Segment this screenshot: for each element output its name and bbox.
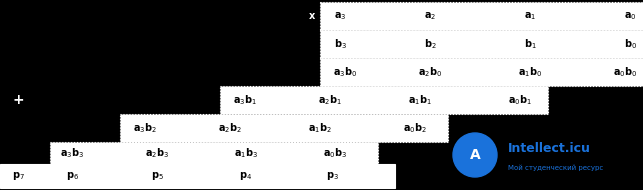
Text: b$_3$: b$_3$: [334, 37, 347, 51]
Text: a$_3$b$_1$: a$_3$b$_1$: [233, 93, 257, 107]
Text: +: +: [12, 93, 24, 107]
Text: a$_3$: a$_3$: [334, 10, 346, 22]
Text: Intellect.icu: Intellect.icu: [508, 142, 591, 154]
Bar: [320, 2, 643, 30]
Text: p$_4$: p$_4$: [239, 170, 253, 182]
Text: a$_2$b$_2$: a$_2$b$_2$: [218, 121, 242, 135]
Text: p$_7$: p$_7$: [12, 170, 24, 182]
Text: b$_0$: b$_0$: [624, 37, 637, 51]
Text: p$_6$: p$_6$: [66, 170, 78, 182]
Text: a$_2$b$_1$: a$_2$b$_1$: [318, 93, 342, 107]
Text: a$_0$b$_0$: a$_0$b$_0$: [613, 65, 637, 79]
Text: a$_2$b$_0$: a$_2$b$_0$: [418, 65, 442, 79]
Bar: [0, 164, 395, 188]
Text: a$_0$b$_3$: a$_0$b$_3$: [323, 146, 347, 160]
Circle shape: [453, 133, 497, 177]
Text: a$_3$b$_0$: a$_3$b$_0$: [333, 65, 357, 79]
Bar: [50, 142, 378, 164]
Bar: [220, 86, 548, 114]
Text: a$_3$b$_3$: a$_3$b$_3$: [60, 146, 84, 160]
Text: p$_5$: p$_5$: [150, 170, 163, 182]
Text: a$_1$b$_1$: a$_1$b$_1$: [408, 93, 432, 107]
Text: a$_3$b$_2$: a$_3$b$_2$: [133, 121, 157, 135]
Text: a$_1$: a$_1$: [524, 10, 536, 22]
Bar: [320, 30, 643, 58]
Text: a$_1$b$_3$: a$_1$b$_3$: [234, 146, 258, 160]
Text: Мой студенческий ресурс: Мой студенческий ресурс: [508, 165, 603, 171]
Text: A: A: [469, 148, 480, 162]
Text: a$_1$b$_2$: a$_1$b$_2$: [308, 121, 332, 135]
Text: a$_1$b$_0$: a$_1$b$_0$: [518, 65, 542, 79]
Text: a$_0$b$_1$: a$_0$b$_1$: [508, 93, 532, 107]
Text: b$_2$: b$_2$: [424, 37, 437, 51]
Text: a$_2$: a$_2$: [424, 10, 436, 22]
Bar: [320, 58, 643, 86]
Text: a$_0$: a$_0$: [624, 10, 637, 22]
Text: a$_0$b$_2$: a$_0$b$_2$: [403, 121, 427, 135]
Text: p$_3$: p$_3$: [325, 170, 338, 182]
Text: b$_1$: b$_1$: [523, 37, 536, 51]
Text: a$_2$b$_3$: a$_2$b$_3$: [145, 146, 169, 160]
Bar: [120, 114, 448, 142]
Text: x: x: [309, 11, 315, 21]
